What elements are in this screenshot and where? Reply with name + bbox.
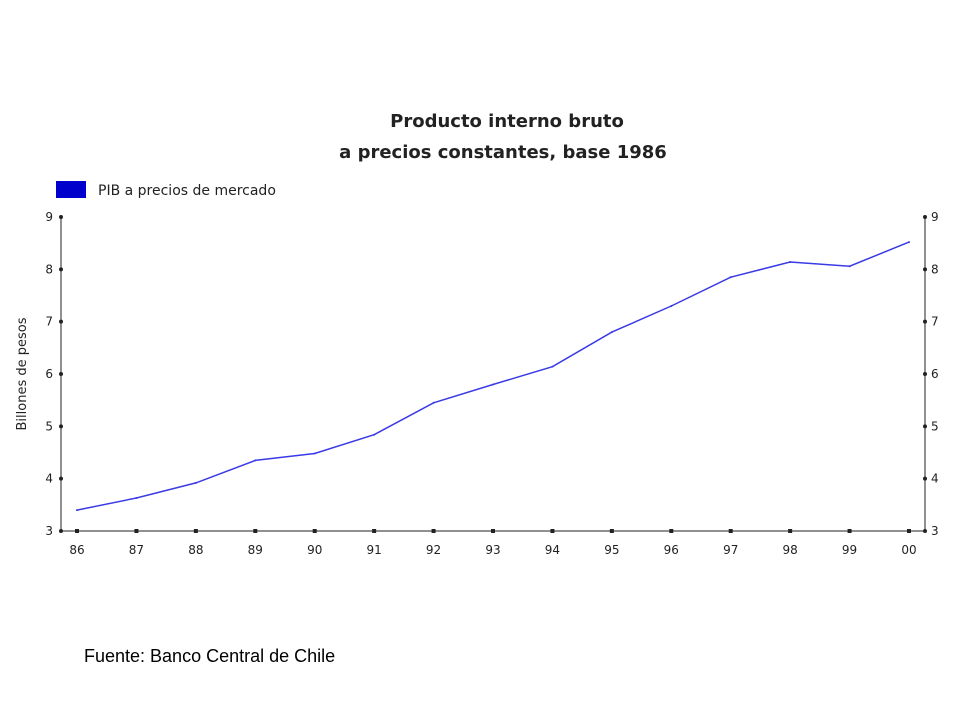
x-tick	[669, 529, 674, 533]
y-tick-label-right: 3	[931, 524, 939, 538]
series-lines	[76, 241, 910, 512]
y-tick-left	[59, 319, 63, 324]
chart-title-line-1: Producto interno bruto	[390, 111, 624, 132]
x-tick-label: 89	[248, 543, 263, 557]
data-point	[610, 331, 613, 334]
x-tick	[193, 529, 198, 533]
y-tick-left	[59, 215, 63, 219]
data-point	[313, 452, 316, 455]
x-tick-label: 87	[129, 543, 144, 557]
x-tick-label: 96	[664, 543, 679, 557]
x-tick	[788, 529, 793, 533]
x-tick-label: 94	[545, 543, 560, 557]
x-tick-label: 98	[783, 543, 798, 557]
x-tick	[134, 529, 139, 533]
data-point	[848, 265, 851, 268]
legend-swatch	[56, 181, 86, 198]
y-tick-right	[923, 529, 927, 533]
x-tick-label: 93	[485, 543, 500, 557]
x-tick	[253, 529, 258, 533]
y-tick-label-right: 7	[931, 315, 939, 329]
x-tick	[491, 529, 495, 533]
y-axis-label: Billones de pesos	[15, 317, 30, 430]
y-tick-label-right: 4	[931, 472, 939, 486]
x-tick-label: 92	[426, 543, 441, 557]
x-tick-label: 91	[367, 543, 382, 557]
y-tick-right	[923, 215, 927, 219]
series-line	[76, 241, 910, 511]
y-tick-right	[923, 267, 927, 272]
chart-title-line-2: a precios constantes, base 1986	[339, 142, 667, 163]
y-tick-label-right: 6	[931, 367, 939, 381]
data-point	[729, 276, 732, 279]
x-tick-label: 97	[723, 543, 738, 557]
x-tick-label: 99	[842, 543, 857, 557]
y-tick-label-left: 6	[45, 367, 53, 381]
x-tick-label: 88	[188, 543, 203, 557]
y-tick-left	[59, 372, 63, 376]
x-tick	[431, 529, 436, 533]
axes: 3 34 45 56 67 78 89 986 87 88 89 90 91 92 93 94 95 96 97 98…	[45, 210, 938, 557]
y-tick-label-right: 8	[931, 262, 939, 276]
x-tick	[312, 529, 317, 533]
y-tick-left	[59, 267, 63, 272]
legend-label: PIB a precios de mercado	[98, 183, 276, 199]
data-point	[135, 497, 138, 500]
y-tick-label-left: 3	[45, 524, 53, 538]
x-tick	[372, 529, 377, 533]
x-tick	[609, 529, 614, 533]
data-point	[373, 433, 376, 436]
y-tick-left	[59, 476, 63, 481]
y-tick-right	[923, 372, 927, 376]
y-tick-label-left: 5	[45, 419, 53, 433]
y-tick-left	[59, 529, 63, 533]
x-tick-label: 95	[604, 543, 619, 557]
x-tick	[75, 529, 79, 533]
y-tick-label-right: 5	[931, 419, 939, 433]
x-tick	[550, 529, 555, 533]
source-note: Fuente: Banco Central de Chile	[84, 646, 336, 666]
data-point	[432, 401, 435, 404]
x-tick	[847, 529, 852, 533]
y-tick-left	[59, 424, 63, 429]
data-point	[670, 304, 673, 307]
x-tick	[728, 529, 733, 533]
y-tick-label-left: 7	[45, 315, 53, 329]
data-point	[492, 383, 494, 386]
data-point	[789, 261, 792, 264]
y-tick-label-left: 8	[45, 262, 53, 276]
y-tick-right	[923, 319, 927, 324]
x-tick-label: 90	[307, 543, 322, 557]
data-point	[76, 509, 78, 512]
data-point	[254, 459, 257, 462]
data-point	[908, 241, 910, 244]
x-tick	[907, 529, 911, 533]
data-point	[194, 481, 197, 484]
x-tick-label: 86	[69, 543, 84, 557]
data-point	[551, 365, 554, 368]
y-tick-label-left: 9	[45, 210, 53, 224]
y-tick-right	[923, 476, 927, 481]
y-tick-label-left: 4	[45, 472, 53, 486]
x-tick-label: 00	[901, 543, 916, 557]
y-tick-right	[923, 424, 927, 429]
y-tick-label-right: 9	[931, 210, 939, 224]
